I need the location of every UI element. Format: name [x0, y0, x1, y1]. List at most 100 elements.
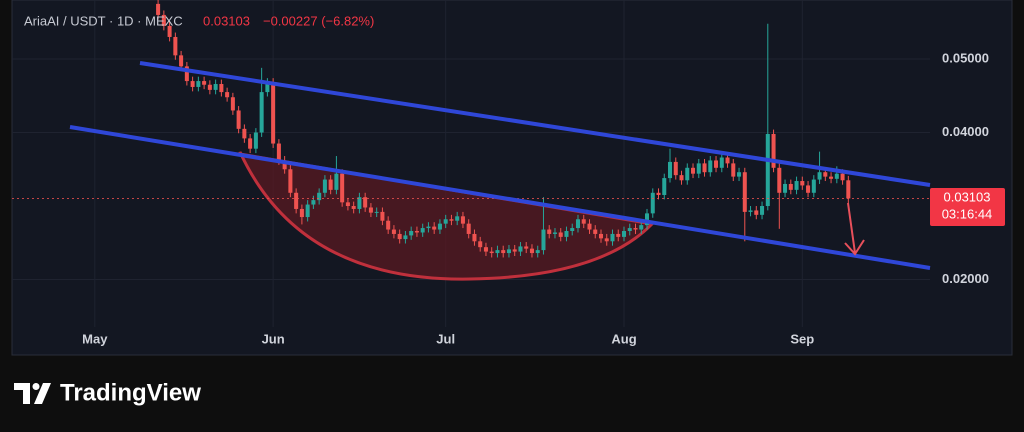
candle-body [437, 223, 442, 230]
channel-lower [69, 125, 931, 270]
y-tick-label: 0.05000 [942, 50, 989, 65]
candle-body [719, 157, 724, 168]
candle-body [731, 163, 736, 177]
candle-body [598, 233, 604, 239]
candle-body [547, 229, 552, 234]
candle-body [581, 219, 586, 224]
price-label: 0.03103 [944, 189, 991, 204]
header-price: 0.03103 [203, 13, 250, 28]
candle-body [472, 233, 477, 242]
candle-body [702, 163, 707, 173]
candle-body [714, 160, 719, 168]
candle-body [282, 160, 287, 170]
candle-body [460, 216, 465, 224]
candle-body [604, 238, 609, 242]
brand: TradingView [60, 379, 201, 406]
candle-body [253, 132, 258, 149]
candle-body [420, 228, 425, 233]
candle-body [374, 211, 379, 213]
x-tick-label: Sep [790, 331, 814, 346]
candle-body [558, 232, 563, 237]
header-change: −0.00227 (−6.82%) [263, 13, 374, 28]
candle-body [173, 36, 178, 56]
candle-body [512, 249, 517, 252]
candle-body [351, 206, 356, 209]
candle-body [575, 219, 580, 229]
candle-body [368, 207, 373, 213]
candle-body [317, 192, 322, 201]
candle-body [639, 225, 644, 230]
candle-body [161, 14, 166, 26]
candle-body [322, 179, 327, 193]
candle-body [202, 81, 207, 85]
candle-body [529, 248, 534, 254]
candle-body [299, 208, 304, 218]
x-tick-label: May [82, 331, 108, 346]
candle-body [156, 3, 161, 15]
y-tick-label: 0.02000 [942, 271, 989, 286]
candle-body [760, 206, 765, 215]
candle-body [363, 197, 368, 208]
candle-body [587, 223, 592, 230]
candle-body [685, 167, 690, 181]
candle-body [650, 192, 655, 214]
candle-body [414, 231, 419, 233]
candle-body [765, 133, 770, 207]
candle-body [656, 192, 661, 195]
down-arrow [844, 202, 865, 256]
candle-body [225, 92, 230, 98]
candle-body [754, 210, 759, 215]
y-tick-label: 0.04000 [942, 124, 989, 139]
candle-body [294, 192, 299, 209]
candle-body [518, 246, 523, 252]
candle-body [742, 172, 747, 212]
candle-body [271, 82, 276, 144]
candle-body [633, 228, 638, 230]
candle-body [748, 210, 753, 212]
candle-body [691, 167, 696, 174]
candle-body [311, 200, 316, 205]
candle-body [184, 66, 189, 82]
candle-body [328, 179, 333, 190]
candle-body [495, 250, 500, 254]
candle-body [811, 179, 816, 193]
candle-body [380, 211, 385, 221]
candle-body [668, 161, 673, 179]
channel-upper [139, 61, 931, 187]
candle-body [207, 84, 212, 90]
candle-body [403, 235, 408, 240]
candle-body [846, 180, 851, 199]
candle-body [840, 173, 845, 181]
candle-body [478, 241, 483, 248]
candle-body [455, 216, 460, 221]
candle-body [524, 246, 529, 249]
candle-body [662, 178, 667, 195]
candle-body [483, 247, 488, 252]
candle-body [196, 81, 201, 87]
candle-body [834, 173, 839, 179]
candle-body [788, 183, 793, 190]
candle-body [179, 55, 184, 67]
candle-body [771, 133, 776, 168]
candle-body [449, 219, 454, 221]
candle-body [432, 226, 437, 230]
candle-body [794, 181, 799, 190]
candle-body [823, 172, 828, 177]
candle-body [552, 232, 557, 234]
candle-body [696, 163, 701, 174]
candle-body [783, 183, 788, 193]
candle-body [725, 157, 730, 164]
candle-body [248, 138, 253, 149]
candle-body [679, 175, 684, 181]
candle-body [334, 173, 339, 190]
candle-body [213, 84, 218, 90]
x-tick-label: Jun [262, 331, 285, 346]
candle-body [708, 160, 713, 173]
candle-body [564, 231, 569, 237]
candle-body [265, 82, 270, 93]
candle-body [236, 110, 241, 129]
logo-icon [14, 382, 51, 404]
x-tick-label: Aug [611, 331, 636, 346]
